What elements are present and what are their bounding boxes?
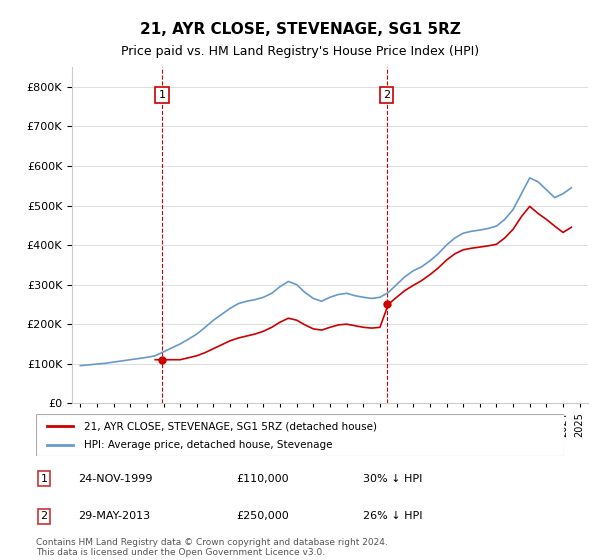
Text: 30% ↓ HPI: 30% ↓ HPI	[364, 474, 423, 484]
Text: 1: 1	[40, 474, 47, 484]
Text: HPI: Average price, detached house, Stevenage: HPI: Average price, detached house, Stev…	[83, 440, 332, 450]
Text: Price paid vs. HM Land Registry's House Price Index (HPI): Price paid vs. HM Land Registry's House …	[121, 45, 479, 58]
Text: 1: 1	[158, 90, 166, 100]
Text: 21, AYR CLOSE, STEVENAGE, SG1 5RZ: 21, AYR CLOSE, STEVENAGE, SG1 5RZ	[140, 22, 460, 38]
Text: Contains HM Land Registry data © Crown copyright and database right 2024.
This d: Contains HM Land Registry data © Crown c…	[36, 538, 388, 557]
FancyBboxPatch shape	[36, 414, 564, 456]
Text: 24-NOV-1999: 24-NOV-1999	[78, 474, 153, 484]
Text: 21, AYR CLOSE, STEVENAGE, SG1 5RZ (detached house): 21, AYR CLOSE, STEVENAGE, SG1 5RZ (detac…	[83, 421, 377, 431]
Text: £110,000: £110,000	[236, 474, 289, 484]
Text: 2: 2	[40, 511, 47, 521]
Text: 29-MAY-2013: 29-MAY-2013	[78, 511, 151, 521]
Text: 2: 2	[383, 90, 390, 100]
Text: £250,000: £250,000	[236, 511, 289, 521]
Text: 26% ↓ HPI: 26% ↓ HPI	[364, 511, 423, 521]
